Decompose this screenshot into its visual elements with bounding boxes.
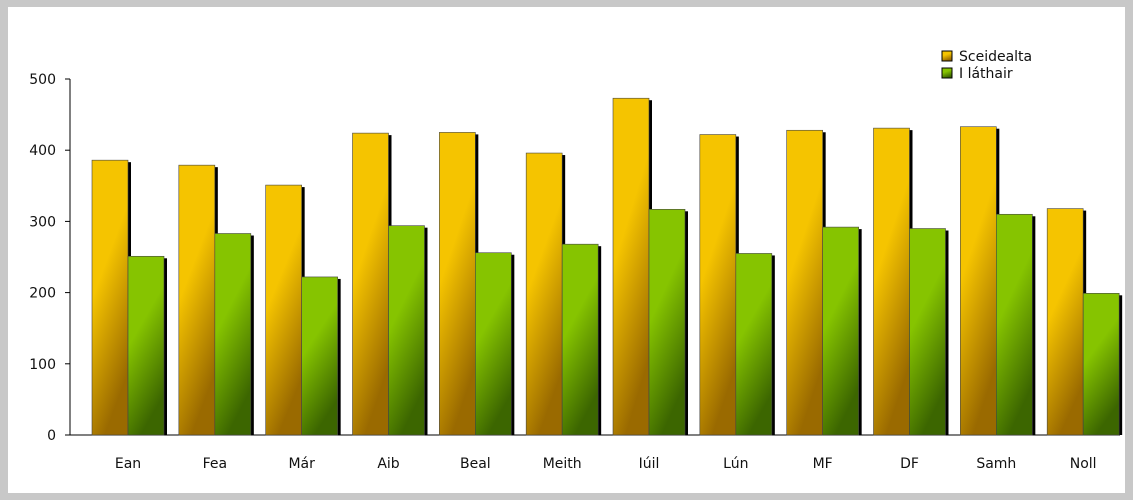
bar-i-lathair-ean [127,255,165,436]
bar-sceidealta-beal [439,132,476,436]
bar-sceidealta-df [873,127,910,436]
x-tick-label: Aib [377,456,399,472]
bar-i-lathair-fea [214,233,252,436]
chart-frame: 0 100 200 300 400 500 Ean Fea Már Aib Beal Meith Iú… [8,7,1125,493]
bar-i-lathair-lún [735,253,773,436]
bar-sceidealta-samh [960,126,997,436]
y-tick-label: 100 [29,357,56,373]
bar-sceidealta-ean [91,159,129,436]
x-tick-label: Noll [1070,456,1097,472]
bar-sceidealta-lún [699,134,737,436]
x-tick-labels: Ean Fea Már Aib Beal Meith Iúil Lún MF DF Samh Noll [115,456,1097,472]
legend-swatch [941,67,953,79]
x-tick-label: Már [288,456,315,472]
bar-sceidealta-mf [786,129,823,436]
bar-i-lathair-beal [475,252,512,436]
bar-sceidealta-aib [352,132,389,436]
y-tick-label: 0 [47,428,56,444]
bars-group [91,97,1123,436]
bar-i-lathair-mf [822,226,859,436]
legend-swatch [941,50,953,62]
x-tick-label: Ean [115,456,141,472]
x-tick-label: Fea [203,456,227,472]
y-tick-label: 300 [29,214,56,230]
bar-sceidealta-fea [178,164,216,436]
bar-i-lathair-aib [388,225,425,436]
legend-label: I láthair [959,66,1013,82]
bar-i-lathair-samh [996,213,1033,436]
bar-i-lathair-noll [1082,293,1120,436]
x-tick-label: Beal [460,456,491,472]
x-tick-label: Meith [543,456,582,472]
x-tick-label: DF [900,456,919,472]
y-tick-label: 500 [29,72,56,88]
x-tick-label: Samh [976,456,1016,472]
x-tick-label: Iúil [639,456,660,472]
y-tick-label: 200 [29,286,56,302]
bar-i-lathair-már [301,276,338,436]
x-tick-label: Lún [723,456,748,472]
bar-i-lathair-meith [561,243,599,436]
legend-label: Sceidealta [959,49,1032,65]
bar-chart: 0 100 200 300 400 500 Ean Fea Már Aib Beal Meith Iú… [29,49,1123,472]
bar-sceidealta-már [265,184,302,436]
bar-i-lathair-df [909,228,946,436]
bar-sceidealta-meith [525,152,563,436]
bar-i-lathair-iúil [648,208,686,436]
x-tick-label: MF [813,456,833,472]
bar-sceidealta-iúil [612,97,650,436]
bar-sceidealta-noll [1046,208,1084,436]
y-tick-label: 400 [29,143,56,159]
